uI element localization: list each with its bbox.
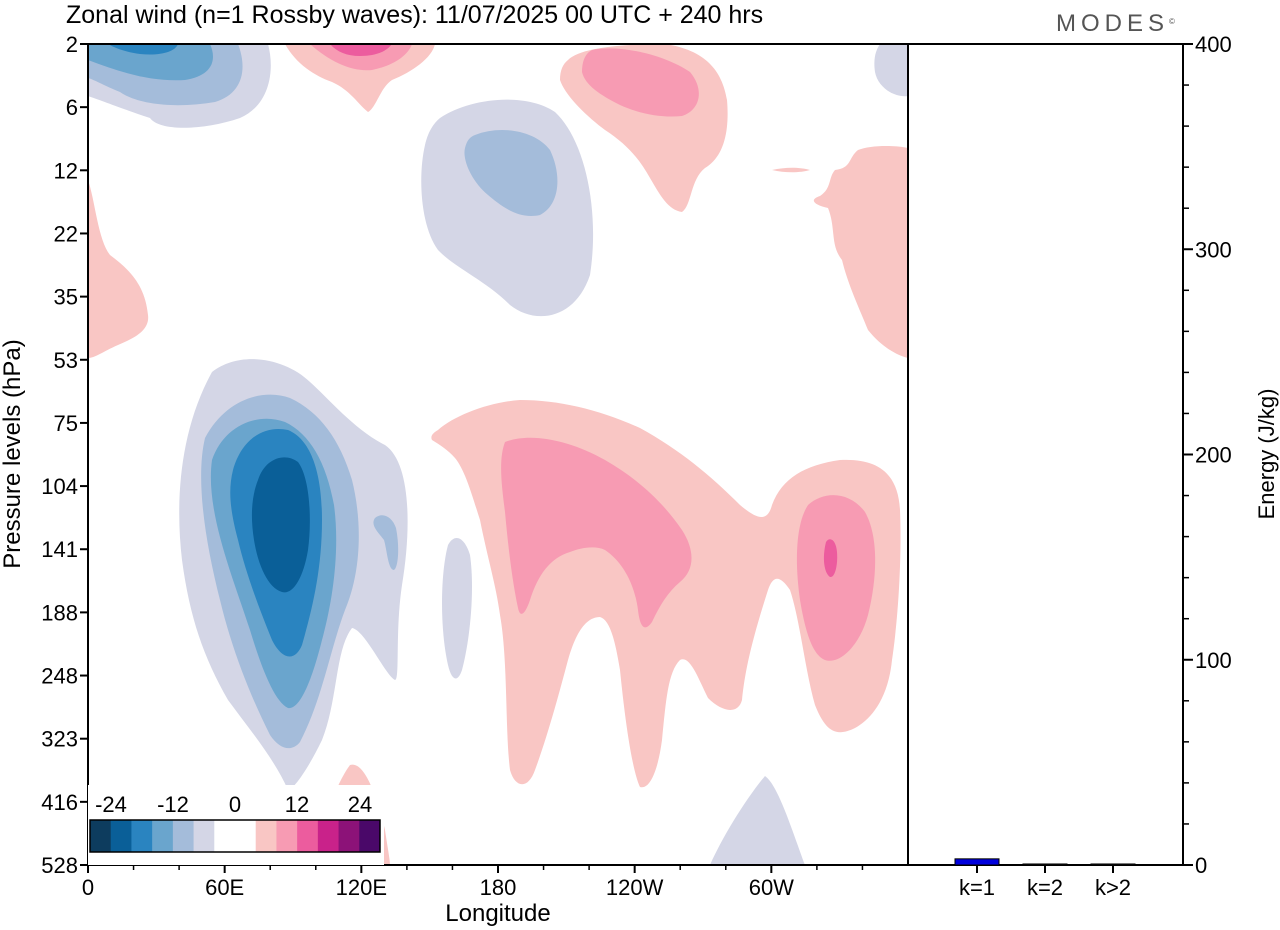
logo-text: MODES xyxy=(1056,10,1170,37)
contour-neg-core-upper-left xyxy=(108,44,178,55)
colorbar-label: -24 xyxy=(95,792,127,817)
pressure-axis: 2 6 12 22 35 53 75 104 141 188 248 323 416 528 xyxy=(41,32,88,878)
pressure-tick-label: 22 xyxy=(54,221,78,246)
pressure-tick-label: 188 xyxy=(41,600,78,625)
colorbar-label: 0 xyxy=(229,792,241,817)
contour-neg-outer-bottom xyxy=(710,776,805,865)
contour-pos-outer-left-edge xyxy=(88,180,149,358)
bar-category-label: k>2 xyxy=(1095,875,1131,900)
pressure-tick-label: 2 xyxy=(66,32,78,57)
longitude-tick-label: 120E xyxy=(336,875,387,900)
pressure-tick-label: 35 xyxy=(54,285,78,310)
bar-category-label: k=1 xyxy=(959,875,995,900)
colorbar-swatch xyxy=(338,820,360,852)
contour-pos-mid-big xyxy=(501,437,692,628)
pressure-tick-label: 12 xyxy=(54,158,78,183)
colorbar-swatch xyxy=(193,820,215,852)
longitude-tick-label: 0 xyxy=(82,875,94,900)
longitude-tick-label: 180 xyxy=(480,875,517,900)
colorbar-swatch xyxy=(110,820,132,852)
energy-tick-label: 400 xyxy=(1195,32,1232,57)
modes-logo: MODES© xyxy=(1056,10,1175,38)
longitude-tick-label: 60E xyxy=(205,875,244,900)
pressure-tick-label: 53 xyxy=(54,348,78,373)
contour-neg-outer-top-right xyxy=(874,44,908,97)
colorbar-swatch xyxy=(172,820,195,852)
energy-axis-label: Energy (J/kg) xyxy=(1254,389,1279,520)
bar-panel-frame xyxy=(907,43,1184,866)
contour-pos-sliver-right xyxy=(772,167,810,173)
contour-neg-small-blob xyxy=(373,515,399,570)
colorbar-border xyxy=(89,819,381,853)
colorbar-label: -12 xyxy=(157,792,189,817)
logo-mark: © xyxy=(1169,17,1175,26)
energy-bar-3 xyxy=(1090,863,1136,866)
colorbar-swatch xyxy=(317,820,340,852)
colorbar-swatch xyxy=(90,820,112,852)
colorbar-swatch xyxy=(255,820,277,852)
pressure-tick-label: 248 xyxy=(41,664,78,689)
colorbar: -24 -12 0 12 24 xyxy=(88,785,384,865)
y-axis-label: Pressure levels (hPa) xyxy=(0,339,26,568)
pressure-tick-label: 528 xyxy=(41,853,78,878)
contour-pos-mid-top-right xyxy=(582,48,699,117)
contour-pos-inner-top-center xyxy=(330,44,392,56)
contour-pos-inner-right xyxy=(823,539,838,578)
energy-axis: 0 100 200 300 400 xyxy=(1183,32,1232,878)
colorbar-swatch xyxy=(131,820,153,852)
contour-neg-mid-center xyxy=(464,130,558,216)
contour-pos-outer-top-center xyxy=(285,44,435,112)
energy-tick-label: 0 xyxy=(1195,853,1207,878)
pressure-tick-label: 104 xyxy=(41,474,78,499)
pressure-tick-label: 75 xyxy=(54,411,78,436)
colorbar-swatch xyxy=(235,820,257,852)
energy-tick-label: 300 xyxy=(1195,237,1232,262)
colorbar-swatch xyxy=(152,820,174,852)
pressure-tick-label: 141 xyxy=(41,537,78,562)
energy-bar-chart: k=1 k=2 k>2 xyxy=(954,858,1136,900)
colorbar-label: 12 xyxy=(285,792,309,817)
longitude-tick-label: 120W xyxy=(606,875,664,900)
pressure-tick-label: 6 xyxy=(66,95,78,120)
colorbar-swatch xyxy=(214,820,236,852)
contour-neg-core-lower-left xyxy=(251,457,310,593)
contour-pos-mid-right xyxy=(796,495,876,661)
energy-tick-label: 200 xyxy=(1195,443,1232,468)
longitude-axis: 0 60E 120E 180 120W 60W xyxy=(82,865,864,900)
contour-neg-inner-upper-left xyxy=(88,44,213,81)
colorbar-swatch xyxy=(359,820,381,852)
contour-pos-outer-right-edge xyxy=(813,145,908,358)
colorbar-label: 24 xyxy=(348,792,372,817)
contour-neg-outer-lone-strip xyxy=(442,537,473,679)
energy-bar-2 xyxy=(1022,863,1068,866)
pressure-tick-label: 416 xyxy=(41,790,78,815)
colorbar-swatch xyxy=(297,820,319,852)
contour-pos-mid-top-center xyxy=(310,44,412,71)
energy-bar-1 xyxy=(954,858,1000,866)
colorbar-swatch xyxy=(276,820,298,852)
contour-plot xyxy=(88,44,908,865)
x-axis-label: Longitude xyxy=(445,900,550,927)
bar-category-label: k=2 xyxy=(1027,875,1063,900)
longitude-tick-label: 60W xyxy=(749,875,794,900)
energy-tick-label: 100 xyxy=(1195,648,1232,673)
pressure-tick-label: 323 xyxy=(41,727,78,752)
chart-title: Zonal wind (n=1 Rossby waves): 11/07/202… xyxy=(66,1,764,29)
